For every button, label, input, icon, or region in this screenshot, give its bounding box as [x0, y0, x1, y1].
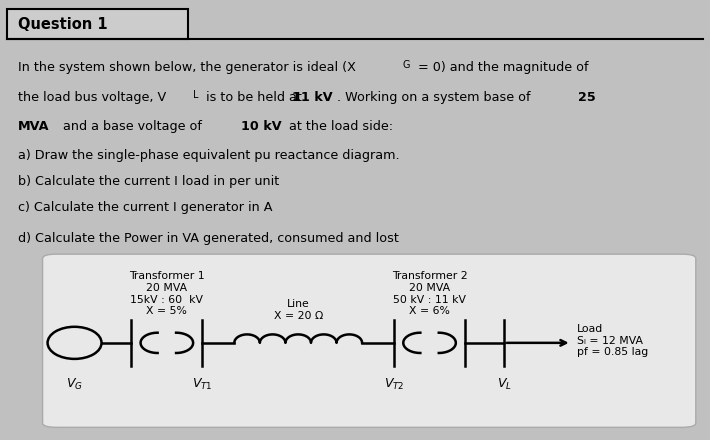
Text: Transformer 2
20 MVA
50 kV : 11 kV
X = 6%: Transformer 2 20 MVA 50 kV : 11 kV X = 6… [392, 271, 467, 316]
Text: L: L [193, 89, 199, 99]
Text: = 0) and the magnitude of: = 0) and the magnitude of [414, 61, 589, 74]
Text: is to be held at: is to be held at [202, 91, 305, 104]
Text: . Working on a system base of: . Working on a system base of [337, 91, 534, 104]
FancyBboxPatch shape [43, 254, 696, 427]
Text: c) Calculate the current I generator in A: c) Calculate the current I generator in … [18, 201, 272, 213]
Text: 11 kV: 11 kV [292, 91, 332, 104]
Text: at the load side:: at the load side: [285, 121, 393, 133]
Text: a) Draw the single-phase equivalent pu reactance diagram.: a) Draw the single-phase equivalent pu r… [18, 149, 399, 162]
Text: 25: 25 [578, 91, 596, 104]
Text: $V_{T1}$: $V_{T1}$ [192, 377, 213, 392]
Text: and a base voltage of: and a base voltage of [59, 121, 206, 133]
FancyBboxPatch shape [7, 9, 188, 39]
Text: Line
X = 20 Ω: Line X = 20 Ω [273, 299, 323, 321]
Text: $V_G$: $V_G$ [66, 377, 83, 392]
Text: Question 1: Question 1 [18, 17, 107, 32]
Text: d) Calculate the Power in VA generated, consumed and lost: d) Calculate the Power in VA generated, … [18, 232, 398, 245]
Text: $V_{T2}$: $V_{T2}$ [384, 377, 404, 392]
Text: In the system shown below, the generator is ideal (X: In the system shown below, the generator… [18, 61, 356, 74]
Text: $V_L$: $V_L$ [497, 377, 511, 392]
Text: Load
Sₗ = 12 MVA
pf = 0.85 lag: Load Sₗ = 12 MVA pf = 0.85 lag [577, 324, 648, 357]
Text: Transformer 1
20 MVA
15kV : 60  kV
X = 5%: Transformer 1 20 MVA 15kV : 60 kV X = 5% [129, 271, 204, 316]
Text: the load bus voltage, V: the load bus voltage, V [18, 91, 166, 104]
Text: G: G [403, 60, 410, 70]
Text: 10 kV: 10 kV [241, 121, 282, 133]
Text: b) Calculate the current I load in per unit: b) Calculate the current I load in per u… [18, 176, 279, 188]
Text: MVA: MVA [18, 121, 49, 133]
